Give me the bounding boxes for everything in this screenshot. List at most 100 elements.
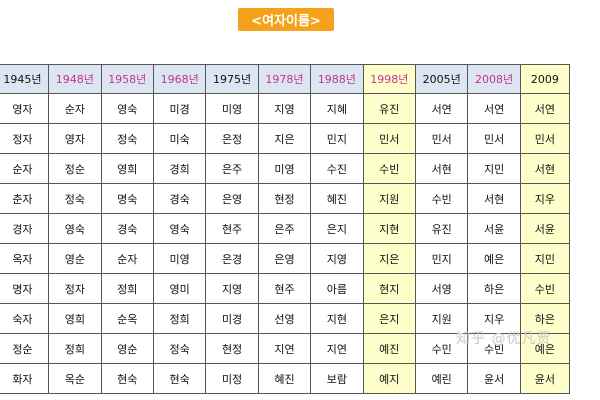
table-cell: 지영 bbox=[310, 243, 364, 274]
table-cell: 서연 bbox=[414, 93, 469, 124]
table-cell: 서연 bbox=[467, 93, 521, 124]
table-cell: 수빈 bbox=[467, 333, 521, 364]
table-cell: 영자 bbox=[0, 93, 50, 124]
table-cell: 영미 bbox=[152, 273, 207, 304]
table-cell: 예진 bbox=[362, 333, 416, 364]
table-cell: 서연 bbox=[519, 93, 571, 124]
table-cell: 서윤 bbox=[467, 213, 521, 244]
table-header-row: 1945년 1948년 1958년 1968년 1975년 1978년 1988년 1998년… bbox=[0, 64, 571, 94]
page-title: <여자이름> bbox=[238, 8, 334, 31]
table-row: 정순 정희 영순 정숙 현정 지연 지연 예진 수민 수빈 예은 bbox=[0, 333, 571, 364]
table-cell: 유진 bbox=[362, 93, 416, 124]
table-cell: 수진 bbox=[310, 153, 364, 184]
table-cell: 현주 bbox=[257, 273, 312, 304]
table-cell: 순자 bbox=[100, 243, 154, 274]
column-header: 2005년 bbox=[414, 64, 469, 94]
table-cell: 정자 bbox=[0, 123, 50, 154]
table-row: 화자 옥순 현숙 현숙 미정 혜진 보람 예지 예린 윤서 윤서 bbox=[0, 363, 571, 394]
table-cell: 경희 bbox=[152, 153, 207, 184]
table-cell: 미경 bbox=[152, 93, 207, 124]
table-cell: 서윤 bbox=[519, 213, 571, 244]
table-cell: 은지 bbox=[362, 303, 416, 334]
table-cell: 지영 bbox=[205, 273, 259, 304]
table-cell: 정순 bbox=[0, 333, 50, 364]
table-cell: 은정 bbox=[205, 123, 259, 154]
table-cell: 민서 bbox=[362, 123, 416, 154]
column-header: 1945년 bbox=[0, 64, 50, 94]
table-cell: 지현 bbox=[310, 303, 364, 334]
table-cell: 민지 bbox=[310, 123, 364, 154]
column-header: 1958년 bbox=[100, 64, 154, 94]
names-table: 1945년 1948년 1958년 1968년 1975년 1978년 1988년 1998년… bbox=[0, 64, 571, 394]
table-cell: 지영 bbox=[257, 93, 312, 124]
table-cell: 유진 bbox=[414, 213, 469, 244]
column-header: 1988년 bbox=[310, 64, 364, 94]
table-cell: 예은 bbox=[467, 243, 521, 274]
table-cell: 화자 bbox=[0, 363, 50, 394]
table-cell: 아름 bbox=[310, 273, 364, 304]
table-cell: 하은 bbox=[519, 303, 571, 334]
table-cell: 서현 bbox=[414, 153, 469, 184]
table-cell: 미영 bbox=[205, 93, 259, 124]
table-cell: 민서 bbox=[519, 123, 571, 154]
table-cell: 지민 bbox=[467, 153, 521, 184]
table-cell: 수빈 bbox=[519, 273, 571, 304]
table-cell: 예지 bbox=[362, 363, 416, 394]
table-cell: 현숙 bbox=[100, 363, 154, 394]
table-cell: 지은 bbox=[257, 123, 312, 154]
table-cell: 영숙 bbox=[48, 213, 102, 244]
table-cell: 윤서 bbox=[519, 363, 571, 394]
table-cell: 현정 bbox=[257, 183, 312, 214]
table-cell: 현정 bbox=[205, 333, 259, 364]
table-cell: 정숙 bbox=[100, 123, 154, 154]
table-cell: 윤서 bbox=[467, 363, 521, 394]
table-cell: 선영 bbox=[257, 303, 312, 334]
table-cell: 서영 bbox=[414, 273, 469, 304]
table-cell: 은영 bbox=[205, 183, 259, 214]
table-cell: 현지 bbox=[362, 273, 416, 304]
table-cell: 숙자 bbox=[0, 303, 50, 334]
column-header: 1978년 bbox=[257, 64, 312, 94]
table-cell: 경자 bbox=[0, 213, 50, 244]
watermark: 知乎 @优凡贾 bbox=[456, 331, 552, 347]
column-header: 2008년 bbox=[467, 64, 521, 94]
table-row: 옥자 영순 순자 미영 은경 은영 지영 지은 민지 예은 지민 bbox=[0, 243, 571, 274]
table-cell: 미숙 bbox=[152, 123, 207, 154]
table-cell: 명숙 bbox=[100, 183, 154, 214]
table-cell: 지혜 bbox=[310, 93, 364, 124]
table-cell: 정희 bbox=[48, 333, 102, 364]
table-cell: 옥순 bbox=[48, 363, 102, 394]
table-cell: 민서 bbox=[414, 123, 469, 154]
table-cell: 현주 bbox=[205, 213, 259, 244]
table-cell: 영숙 bbox=[152, 213, 207, 244]
table-cell: 현숙 bbox=[152, 363, 207, 394]
column-header: 1998년 bbox=[362, 64, 416, 94]
table-cell: 지현 bbox=[362, 213, 416, 244]
table-cell: 은지 bbox=[310, 213, 364, 244]
table-cell: 정자 bbox=[48, 273, 102, 304]
table-cell: 미정 bbox=[205, 363, 259, 394]
table-cell: 수빈 bbox=[414, 183, 469, 214]
table-cell: 예은 bbox=[519, 333, 571, 364]
table-row: 명자 정자 정희 영미 지영 현주 아름 현지 서영 하은 수빈 bbox=[0, 273, 571, 304]
table-cell: 예린 bbox=[414, 363, 469, 394]
table-cell: 지원 bbox=[362, 183, 416, 214]
table-cell: 정숙 bbox=[48, 183, 102, 214]
table-cell: 수민 bbox=[414, 333, 469, 364]
table-cell: 지우 bbox=[519, 183, 571, 214]
table-cell: 혜진 bbox=[310, 183, 364, 214]
table-cell: 순자 bbox=[48, 93, 102, 124]
table-row: 숙자 영희 순옥 정희 미경 선영 지현 은지 지원 지우 하은 bbox=[0, 303, 571, 334]
table-row: 춘자 정숙 명숙 경숙 은영 현정 혜진 지원 수빈 서현 지우 bbox=[0, 183, 571, 214]
table-row: 순자 정순 영희 경희 은주 미영 수진 수빈 서현 지민 서현 bbox=[0, 153, 571, 184]
table-cell: 혜진 bbox=[257, 363, 312, 394]
table-cell: 서현 bbox=[467, 183, 521, 214]
column-header: 1948년 bbox=[48, 64, 102, 94]
table-cell: 영숙 bbox=[100, 93, 154, 124]
table-cell: 은영 bbox=[257, 243, 312, 274]
column-header: 1975년 bbox=[205, 64, 259, 94]
column-header: 2009 bbox=[519, 64, 571, 94]
table-cell: 정숙 bbox=[152, 333, 207, 364]
table-cell: 은주 bbox=[257, 213, 312, 244]
table-cell: 영희 bbox=[48, 303, 102, 334]
